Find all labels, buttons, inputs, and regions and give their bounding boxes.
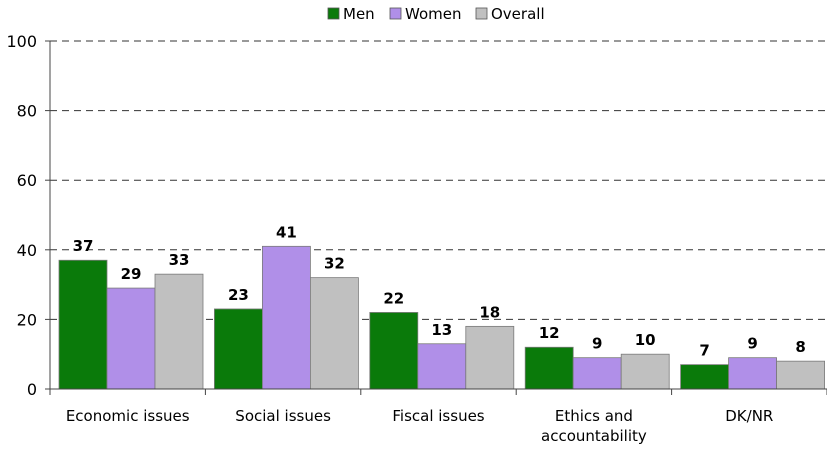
data-label: 8 [795,338,805,356]
data-label: 9 [747,335,757,353]
data-label: 37 [73,237,94,255]
y-tick-label: 100 [6,32,37,51]
data-label: 9 [592,335,602,353]
x-tick-label: Economic issues [66,407,190,425]
x-tick-label: Social issues [235,407,331,425]
bar-overall [154,273,204,390]
data-label: 13 [431,321,452,339]
data-label: 41 [276,223,297,241]
x-tick-label: Fiscal issues [392,407,484,425]
bar-women [106,287,156,390]
bars [58,245,825,390]
y-tick-label: 60 [17,171,37,190]
bar-men [58,259,108,390]
y-tick-label: 20 [17,310,37,329]
bar-overall [309,277,359,390]
bar-women [572,357,622,390]
data-labels: 37 29 33 23 41 32 22 13 18 12 9 10 7 9 8 [73,223,806,359]
legend-label-women: Women [405,5,461,23]
y-tick-label: 40 [17,241,37,260]
legend-swatch-overall [475,7,488,20]
y-tick-label: 80 [17,102,37,121]
data-label: 32 [324,255,345,273]
data-label: 7 [699,342,709,360]
legend-label-men: Men [343,5,375,23]
legend-label-overall: Overall [491,5,545,23]
bar-women [261,245,311,390]
data-label: 23 [228,286,249,304]
legend-swatch-women [389,7,402,20]
bar-men [524,346,574,390]
axes: 0 20 40 60 80 100 Economic issues Social issues… [6,32,827,445]
bar-overall [776,360,825,390]
x-tick-label: DK/NR [725,407,773,425]
data-label: 12 [539,324,560,342]
bar-overall [620,353,670,390]
legend-swatch-men [327,7,340,20]
gridlines [50,40,827,320]
data-label: 18 [479,303,500,321]
data-label: 22 [383,289,404,307]
bar-women [728,357,777,390]
bar-overall [465,325,515,390]
bar-women [417,343,467,390]
data-label: 10 [635,331,656,349]
bar-men [680,364,729,390]
data-label: 33 [169,251,190,269]
legend: Men Women Overall [327,5,545,23]
y-tick-label: 0 [27,380,37,399]
bar-men [369,312,419,390]
bar-men [213,308,263,390]
data-label: 29 [121,265,142,283]
x-tick-label: Ethics and accountability [541,407,647,445]
